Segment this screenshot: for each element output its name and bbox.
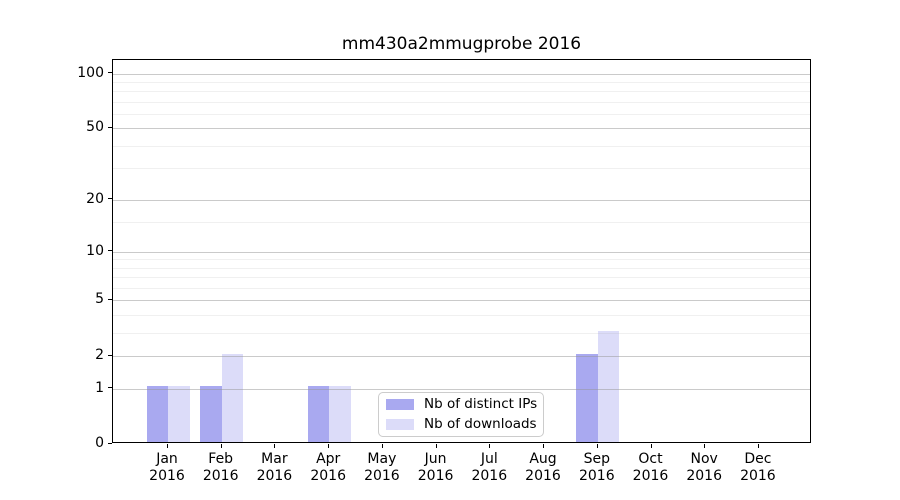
- x-tick-mark: [757, 444, 759, 448]
- y-tick-label: 10: [86, 242, 104, 259]
- y-tick-mark: [108, 354, 112, 356]
- x-tick-mark: [167, 444, 168, 448]
- minor-gridline: [113, 259, 810, 261]
- x-tick-label: May 2016: [364, 451, 400, 484]
- major-gridline: [113, 356, 810, 357]
- bar-downloads: [221, 353, 244, 442]
- major-gridline: [113, 251, 810, 253]
- x-tick-label: Aug 2016: [525, 451, 561, 484]
- legend-label-downloads: Nb of downloads: [424, 416, 537, 432]
- y-tick-mark: [108, 442, 112, 444]
- x-tick-mark: [543, 444, 544, 448]
- legend-entry-downloads: Nb of downloads: [386, 416, 537, 432]
- minor-gridline: [113, 145, 810, 147]
- y-tick-mark: [108, 72, 112, 73]
- major-gridline: [113, 128, 810, 130]
- bar-distinct-ips: [576, 353, 598, 442]
- x-tick-label: Mar 2016: [256, 451, 293, 484]
- minor-gridline: [113, 168, 810, 170]
- x-tick-label: Oct 2016: [632, 451, 669, 484]
- x-tick-label: Jan 2016: [149, 451, 185, 484]
- bar-distinct-ips: [146, 386, 168, 442]
- x-tick-mark: [704, 444, 706, 448]
- y-tick-mark: [108, 198, 112, 200]
- bar-downloads: [597, 330, 620, 442]
- x-tick-mark: [489, 444, 491, 448]
- x-tick-label: Apr 2016: [310, 451, 346, 484]
- y-tick-label: 1: [95, 379, 104, 396]
- legend-swatch-downloads: [386, 419, 414, 430]
- minor-gridline: [113, 101, 810, 103]
- x-tick-label: Sep 2016: [578, 451, 615, 484]
- major-gridline: [113, 300, 810, 302]
- y-tick-mark: [108, 298, 112, 300]
- x-tick-label: Nov 2016: [686, 451, 722, 484]
- y-tick-label: 5: [95, 291, 104, 308]
- bar-downloads: [168, 386, 190, 442]
- y-tick-mark: [108, 387, 112, 389]
- y-tick-label: 50: [86, 119, 104, 136]
- bar-downloads: [329, 386, 351, 442]
- x-tick-label: Jul 2016: [471, 451, 508, 484]
- legend-swatch-distinct-ips: [386, 399, 414, 410]
- legend: Nb of distinct IPs Nb of downloads: [378, 392, 544, 437]
- legend-label-distinct-ips: Nb of distinct IPs: [424, 396, 538, 412]
- bar-distinct-ips: [200, 386, 222, 442]
- x-tick-mark: [381, 444, 383, 448]
- y-tick-mark: [108, 250, 112, 252]
- x-tick-mark: [596, 444, 598, 448]
- minor-gridline: [113, 267, 810, 269]
- x-tick-mark: [328, 444, 330, 448]
- legend-entry-distinct-ips: Nb of distinct IPs: [386, 396, 538, 412]
- x-tick-mark: [274, 444, 276, 448]
- major-gridline: [113, 199, 810, 201]
- x-tick-mark: [220, 444, 222, 448]
- x-tick-mark: [435, 444, 437, 448]
- y-tick-label: 0: [95, 435, 104, 452]
- minor-gridline: [113, 91, 810, 93]
- y-tick-label: 20: [86, 190, 104, 207]
- minor-gridline: [113, 81, 810, 83]
- y-tick-label: 2: [95, 347, 104, 363]
- x-tick-label: Dec 2016: [740, 451, 776, 484]
- x-tick-label: Jun 2016: [417, 451, 454, 484]
- minor-gridline: [113, 288, 810, 289]
- x-tick-mark: [650, 444, 652, 448]
- minor-gridline: [113, 221, 810, 223]
- x-tick-label: Feb 2016: [202, 451, 239, 484]
- minor-gridline: [113, 332, 810, 334]
- minor-gridline: [113, 277, 810, 279]
- y-tick-label: 100: [77, 64, 104, 81]
- minor-gridline: [113, 114, 810, 115]
- plot-area: Nb of distinct IPs Nb of downloads: [112, 59, 811, 443]
- major-gridline: [113, 388, 810, 390]
- chart-title: mm430a2mmugprobe 2016: [341, 34, 582, 54]
- y-tick-mark: [108, 126, 112, 128]
- minor-gridline: [113, 315, 810, 316]
- major-gridline: [113, 73, 810, 75]
- bar-distinct-ips: [307, 386, 330, 442]
